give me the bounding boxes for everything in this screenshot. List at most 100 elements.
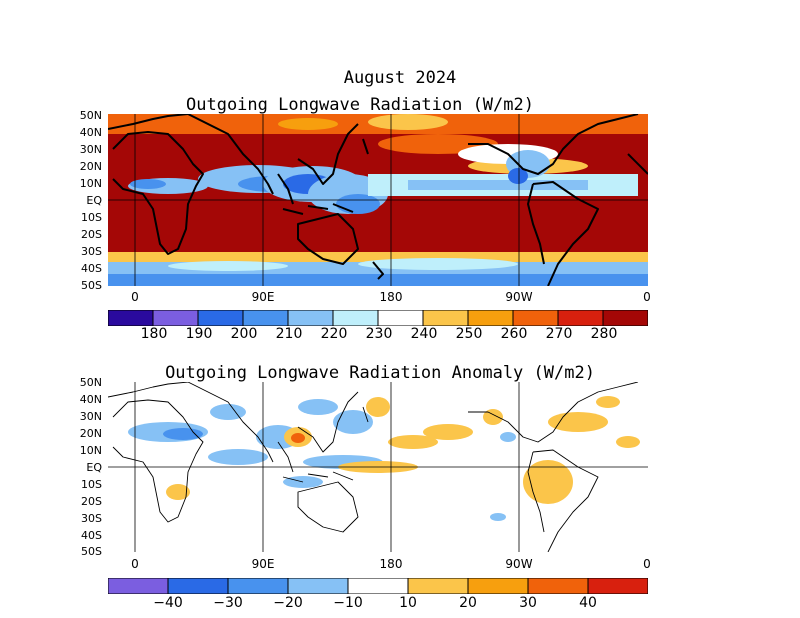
lat-label: 10N (79, 177, 102, 190)
anomaly-blob (490, 513, 506, 521)
lon-label: 90E (251, 290, 275, 304)
lat-label: 20N (79, 427, 102, 440)
colorbar-swatch (527, 578, 589, 594)
colorbar-label: 230 (365, 326, 393, 342)
colorbar-label: 210 (275, 326, 303, 342)
coastline-africa (112, 131, 204, 255)
lon-label: 0 (131, 290, 139, 304)
olr-anomaly-map (108, 382, 648, 552)
olr-blob (336, 194, 380, 214)
coastline-indonesia (282, 203, 354, 215)
colorbar-label: 200 (230, 326, 258, 342)
coastline-australia (297, 213, 359, 265)
olr-blob (168, 261, 288, 271)
lat-label: 50N (79, 109, 102, 122)
lon-label: 0 (643, 290, 651, 304)
colorbar-swatch (167, 578, 229, 594)
colorbar-label: 40 (579, 595, 597, 611)
coastline-asia (187, 382, 369, 473)
olr-band (108, 274, 648, 286)
colorbar-label: 240 (410, 326, 438, 342)
coastline-africa-east (627, 153, 648, 175)
anomaly-blob (483, 409, 503, 425)
colorbar-swatch (108, 578, 169, 594)
panel-1-title: Outgoing Longwave Radiation (W/m2) (186, 95, 534, 115)
colorbar-label: 220 (320, 326, 348, 342)
lat-label: 10N (79, 444, 102, 457)
coastline-africa (112, 399, 204, 523)
colorbar-label: 30 (519, 595, 537, 611)
coastline-indonesia (282, 471, 354, 483)
lat-label: 50N (79, 376, 102, 389)
colorbar-label: 20 (459, 595, 477, 611)
colorbar-swatch (422, 310, 469, 326)
colorbar-2 (108, 578, 648, 594)
olr-blob (278, 118, 338, 130)
colorbar-label: −30 (213, 595, 243, 611)
anomaly-blob (166, 484, 190, 500)
anomaly-blob (500, 432, 516, 442)
anomaly-blob (596, 396, 620, 408)
anomaly-blob (333, 410, 373, 434)
anomaly-blob (210, 404, 246, 420)
colorbar-swatch (512, 310, 559, 326)
coastline-australia (297, 481, 359, 533)
olr-total-map (108, 114, 648, 286)
anomaly-blob (208, 449, 268, 465)
olr-blob (358, 258, 518, 270)
panel-2-title: Outgoing Longwave Radiation Anomaly (W/m… (165, 363, 595, 383)
lat-label: 30S (81, 245, 102, 258)
figure-title: August 2024 (343, 68, 457, 88)
anomaly-blob (366, 397, 390, 417)
lat-label: 40S (81, 262, 102, 275)
lat-label: 30N (79, 143, 102, 156)
colorbar-label: 250 (455, 326, 483, 342)
anomaly-blob (291, 433, 305, 443)
lat-label: 40N (79, 126, 102, 139)
colorbar-swatch (242, 310, 289, 326)
colorbar-swatch (587, 578, 648, 594)
lat-label: EQ (86, 194, 102, 207)
coastline-north-america (468, 382, 639, 443)
olr-blob (130, 179, 166, 189)
colorbar-swatch (602, 310, 648, 326)
colorbar-label: 270 (545, 326, 573, 342)
coastline-north-america (468, 114, 639, 175)
colorbar-swatch (197, 310, 244, 326)
olr-blob (508, 168, 528, 184)
lon-label: 90W (505, 290, 533, 304)
coastline-south-america (527, 181, 599, 286)
coastline-asia (187, 114, 369, 205)
anomaly-blob (423, 424, 473, 440)
coastline-europe (108, 382, 189, 398)
anomaly-blob (616, 436, 640, 448)
colorbar-label: 190 (185, 326, 213, 342)
lat-label: 10S (81, 211, 102, 224)
colorbar-label: −10 (333, 595, 363, 611)
lat-label: EQ (86, 461, 102, 474)
anomaly-blob (163, 428, 203, 440)
lat-label: 40S (81, 529, 102, 542)
colorbar-label: 260 (500, 326, 528, 342)
lat-label: 20S (81, 495, 102, 508)
lon-label: 0 (643, 557, 651, 571)
colorbar-swatch (287, 310, 334, 326)
colorbar-label: 280 (590, 326, 618, 342)
colorbar-swatch (227, 578, 289, 594)
colorbar-label: 180 (140, 326, 168, 342)
colorbar-swatch (467, 578, 529, 594)
lat-label: 30N (79, 410, 102, 423)
anomaly-blob (388, 435, 438, 449)
lat-label: 30S (81, 512, 102, 525)
colorbar-label: −40 (153, 595, 183, 611)
coastline-nz (372, 261, 384, 280)
colorbar-swatch (332, 310, 379, 326)
colorbar-1 (108, 310, 648, 326)
colorbar-swatch (557, 310, 604, 326)
colorbar-label: −20 (273, 595, 303, 611)
colorbar-swatch (347, 578, 409, 594)
lon-label: 180 (379, 557, 403, 571)
lat-label: 10S (81, 478, 102, 491)
colorbar-swatch (467, 310, 514, 326)
lon-label: 90E (251, 557, 275, 571)
